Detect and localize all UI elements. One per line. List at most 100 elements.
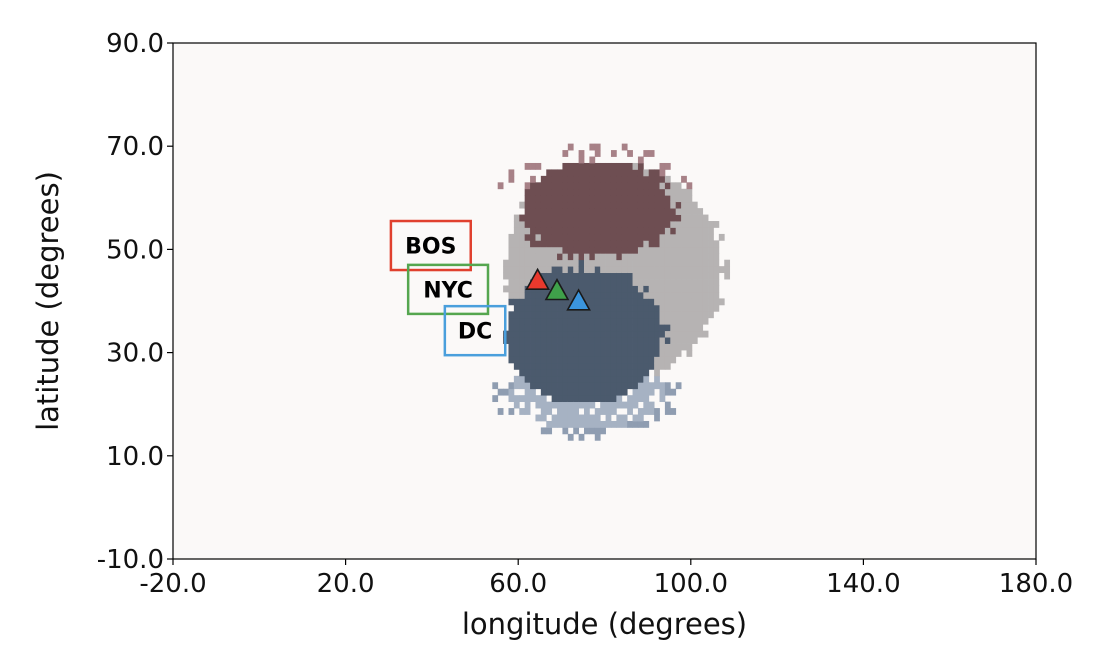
heatmap-cell [589, 259, 596, 267]
heatmap-cell [567, 272, 574, 280]
heatmap-cell [551, 233, 558, 241]
heatmap-cell [584, 253, 590, 261]
heatmap-cell [535, 214, 542, 222]
heatmap-cell [540, 188, 547, 196]
heatmap-cell [670, 272, 677, 280]
heatmap-cell [578, 266, 585, 274]
heatmap-cell [637, 182, 644, 190]
heatmap-cell [530, 350, 536, 357]
heatmap-cell [535, 317, 542, 325]
heatmap-cell [713, 253, 720, 261]
heatmap-cell [546, 317, 553, 325]
heatmap-cell [637, 317, 644, 325]
heatmap-cell [670, 337, 677, 344]
heatmap-cell [594, 369, 601, 377]
heatmap-cell [681, 233, 687, 241]
heatmap-cell [697, 233, 704, 241]
heatmap-cell [584, 175, 590, 183]
heatmap-cell [551, 375, 558, 383]
heatmap-cell [621, 388, 628, 396]
heatmap-cell [567, 188, 574, 196]
heatmap-cell [659, 291, 666, 299]
heatmap-cell [664, 162, 671, 170]
heatmap-cell [686, 188, 693, 196]
heatmap-cell [508, 246, 515, 254]
heatmap-cell [627, 272, 633, 280]
heatmap-cell [708, 221, 714, 228]
heatmap-cell [697, 266, 704, 274]
heatmap-cell [670, 195, 677, 203]
heatmap-cell [594, 414, 601, 422]
heatmap-cell [708, 259, 714, 267]
heatmap-cell [519, 291, 526, 299]
heatmap-cell [686, 259, 693, 267]
heatmap-cell [524, 266, 531, 274]
heatmap-cell [627, 266, 633, 274]
heatmap-cell [567, 246, 574, 254]
heatmap-cell [513, 291, 520, 299]
heatmap-cell [508, 233, 515, 241]
heatmap-cell [632, 291, 639, 299]
heatmap-cell [643, 408, 650, 415]
heatmap-cell [540, 395, 547, 403]
heatmap-cell [664, 279, 671, 286]
heatmap-cell [616, 382, 623, 390]
heatmap-cell [610, 395, 617, 403]
heatmap-cell [654, 272, 660, 280]
heatmap-cell [605, 266, 612, 274]
heatmap-cell [691, 304, 698, 312]
heatmap-cell [643, 188, 650, 196]
heatmap-cell [524, 272, 531, 280]
heatmap-cell [654, 227, 660, 235]
heatmap-cell [654, 246, 660, 254]
heatmap-cell [648, 311, 655, 319]
heatmap-cell [648, 285, 655, 293]
heatmap-cell [589, 208, 596, 215]
heatmap-cell [637, 162, 644, 170]
heatmap-cell [708, 304, 714, 312]
heatmap-cell [632, 298, 639, 306]
heatmap-cell [546, 266, 553, 274]
heatmap-cell [621, 375, 628, 383]
heatmap-cell [557, 279, 563, 286]
heatmap-cell [724, 272, 731, 280]
heatmap-cell [540, 324, 547, 332]
heatmap-cell [567, 317, 574, 325]
heatmap-cell [573, 233, 580, 241]
heatmap-cell [535, 311, 542, 319]
heatmap-cell [557, 356, 563, 364]
heatmap-cell [600, 350, 606, 357]
heatmap-cell [540, 369, 547, 377]
heatmap-cell [675, 343, 682, 351]
heatmap-cell [562, 201, 569, 209]
heatmap-cell [605, 195, 612, 203]
heatmap-cell [573, 362, 580, 370]
heatmap-cell [610, 195, 617, 203]
heatmap-cell [648, 208, 655, 215]
heatmap-cell [594, 150, 601, 157]
heatmap-cell [562, 362, 569, 370]
heatmap-cell [648, 356, 655, 364]
heatmap-cell [637, 285, 644, 293]
heatmap-cell [567, 175, 574, 183]
heatmap-cell [546, 350, 553, 357]
heatmap-cell [637, 343, 644, 351]
heatmap-cell [659, 201, 666, 209]
heatmap-cell [600, 227, 606, 235]
heatmap-cell [627, 169, 633, 177]
heatmap-cell [605, 337, 612, 344]
heatmap-cell [616, 298, 623, 306]
heatmap-cell [718, 266, 725, 274]
heatmap-cell [648, 259, 655, 267]
heatmap-cell [562, 285, 569, 293]
heatmap-cell [681, 317, 687, 325]
heatmap-cell [594, 201, 601, 209]
heatmap-cell [627, 246, 633, 254]
heatmap-cell [659, 169, 666, 177]
heatmap-cell [578, 375, 585, 383]
heatmap-cell [691, 311, 698, 319]
heatmap-cell [670, 279, 677, 286]
heatmap-cell [610, 214, 617, 222]
heatmap-cell [702, 221, 709, 228]
heatmap-cell [605, 408, 612, 415]
